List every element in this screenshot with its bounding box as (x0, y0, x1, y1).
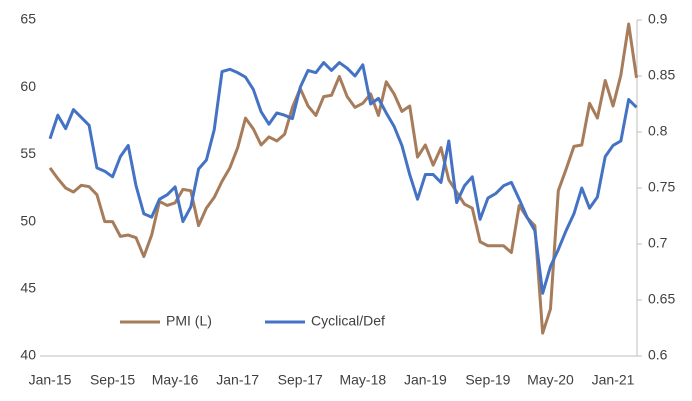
x-tick-label: Jan-19 (404, 372, 447, 388)
x-tick-label: Jan-21 (592, 372, 635, 388)
y-tick-label: 65 (20, 11, 36, 27)
y-tick-label: 60 (20, 78, 36, 94)
y2-tick-label: 0.65 (648, 291, 675, 307)
x-tick-label: Jan-17 (216, 372, 259, 388)
y-tick-label: 50 (20, 212, 36, 228)
x-tick-label: Sep-19 (465, 372, 510, 388)
line-series (48, 22, 638, 335)
y-tick-label: 55 (20, 145, 36, 161)
y2-tick-label: 0.7 (648, 235, 668, 251)
line-series (48, 61, 638, 295)
y2-tick-label: 0.6 (648, 347, 668, 363)
y2-tick-label: 0.9 (648, 11, 668, 27)
y2-tick-label: 0.75 (648, 179, 675, 195)
x-tick-label: May-20 (527, 372, 574, 388)
y-tick-label: 45 (20, 280, 36, 296)
y-tick-label: 40 (20, 347, 36, 363)
y2-tick-label: 0.8 (648, 123, 668, 139)
x-tick-label: Jan-15 (29, 372, 72, 388)
legend-label: PMI (L) (166, 313, 212, 329)
x-tick-label: May-18 (339, 372, 386, 388)
y2-tick-label: 0.85 (648, 67, 675, 83)
legend-label: Cyclical/Def (311, 313, 385, 329)
x-tick-label: Sep-17 (278, 372, 323, 388)
x-tick-label: Sep-15 (90, 372, 135, 388)
x-tick-label: May-16 (152, 372, 199, 388)
